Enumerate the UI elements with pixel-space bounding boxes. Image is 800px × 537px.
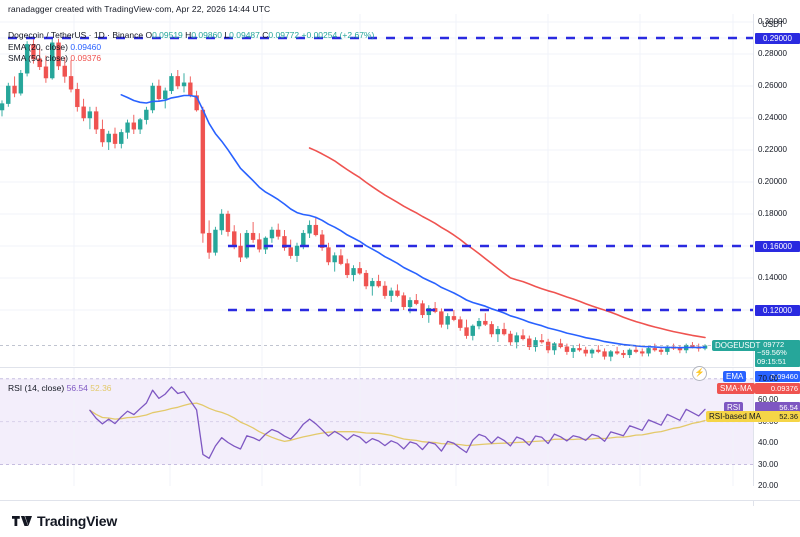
ema-legend-value: 0.09460 — [70, 41, 102, 52]
sma-axis-badge[interactable]: 0.09376 — [755, 383, 800, 395]
price-axis-tick: 0.26000 — [758, 81, 787, 90]
price-axis-tick: 0.28000 — [758, 49, 787, 58]
rsi-axis-tick: 20.00 — [758, 481, 779, 490]
change-percent: (+2.67%) — [339, 30, 375, 40]
lightning-icon[interactable]: ⚡ — [692, 366, 707, 381]
change-value: +0.00254 — [301, 30, 338, 40]
rsi-axis-tick: 70.00 — [758, 373, 779, 383]
rsi-legend-name: RSI (14, close) — [8, 383, 65, 393]
price-pane[interactable] — [0, 14, 753, 366]
ema-legend-row[interactable]: EMA (20, close) 0.09460 — [8, 42, 374, 54]
rsi-ma-legend-value: 52.36 — [90, 383, 112, 393]
sma-name-tag[interactable]: SMA·MA — [717, 383, 755, 395]
rsi-axis-tick: 60.00 — [758, 395, 779, 405]
symbol-sep-2: · — [107, 30, 110, 40]
close-value: 0.09772 — [268, 30, 300, 40]
current-price-change: −59.56% — [757, 348, 787, 358]
sma-legend-name: SMA (50, close) — [8, 53, 68, 63]
current-price-value: 0.09772 — [757, 339, 785, 349]
chart-frame[interactable]: Dogecoin / TetherUS · 1D · Binance O0.09… — [0, 14, 800, 521]
tradingview-logo[interactable]: TradingView — [12, 513, 117, 529]
rsi-ma-axis-badge[interactable]: 52.36 — [755, 411, 800, 423]
low-value: 0.09487 — [229, 30, 260, 40]
price-chart-canvas[interactable] — [0, 14, 753, 366]
symbol-price-tag[interactable]: DOGEUSDT — [712, 340, 764, 352]
close-label: C — [262, 30, 269, 40]
rsi-axis-badge[interactable]: 56.54 — [755, 402, 800, 414]
ema-axis-badge[interactable]: 0.09460 — [755, 371, 800, 383]
current-price-countdown: 09:15:51 — [757, 356, 787, 366]
sma-legend-value: 0.09376 — [70, 53, 102, 63]
pane-divider — [0, 367, 753, 368]
tradingview-wordmark: TradingView — [37, 513, 118, 529]
ema-legend-name: EMA (20, close) — [8, 41, 68, 52]
symbol-row[interactable]: Dogecoin / TetherUS · 1D · Binance O0.09… — [8, 30, 374, 42]
price-level-badge[interactable]: 0.12000 — [755, 304, 800, 316]
footer: TradingView — [0, 506, 800, 537]
price-axis-tick: 0.14000 — [758, 273, 787, 282]
price-axis-tick: 0.18000 — [758, 209, 787, 218]
attribution-text: ranadagger created with TradingView·com,… — [8, 4, 271, 14]
price-axis-tick: 0.24000 — [758, 113, 787, 122]
price-axis-tick: 0.20000 — [758, 177, 787, 186]
high-value: 0.09860 — [191, 30, 223, 40]
sma-legend-row[interactable]: SMA (50, close) 0.09376 — [8, 53, 374, 65]
axis-currency-label: USDT — [762, 20, 784, 29]
price-axis-tick: 0.30000 — [758, 17, 787, 26]
ema-name-tag[interactable]: EMA — [723, 371, 747, 383]
rsi-pane[interactable] — [0, 368, 753, 486]
rsi-legend-value: 56.54 — [66, 383, 88, 393]
interval-label[interactable]: 1D — [93, 30, 105, 40]
price-level-badge[interactable]: 0.16000 — [755, 240, 800, 252]
open-label: O — [145, 30, 153, 40]
exchange-label[interactable]: Binance — [112, 30, 144, 40]
price-axis-tick: 0.22000 — [758, 145, 787, 154]
rsi-name-tag[interactable]: RSI — [724, 402, 744, 414]
price-legend: Dogecoin / TetherUS · 1D · Binance O0.09… — [8, 30, 374, 65]
tradingview-mark-icon — [12, 516, 32, 526]
symbol-sep-1: · — [88, 30, 92, 40]
rsi-axis-tick: 40.00 — [758, 438, 779, 448]
rsi-chart-canvas[interactable] — [0, 368, 753, 486]
rsi-ma-name-tag[interactable]: RSI-based MA — [706, 411, 765, 423]
open-value: 0.09519 — [152, 30, 183, 40]
rsi-axis-tick: 30.00 — [758, 459, 779, 469]
low-label: L — [224, 30, 230, 40]
rsi-legend[interactable]: RSI (14, close) 56.54 52.36 — [8, 383, 112, 394]
high-label: H — [185, 30, 192, 40]
price-level-badge[interactable]: 0.29000 — [755, 32, 800, 44]
symbol-name[interactable]: Dogecoin / TetherUS — [8, 30, 87, 40]
